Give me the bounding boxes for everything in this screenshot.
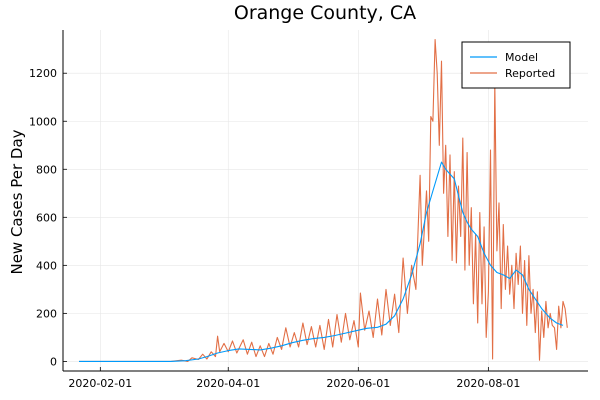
legend-box <box>461 41 571 89</box>
y-tick-label: 1200 <box>29 67 57 80</box>
x-tick-label: 2020-08-01 <box>456 377 520 390</box>
x-tick-label: 2020-06-01 <box>326 377 390 390</box>
x-tick-label: 2020-02-01 <box>68 377 132 390</box>
y-axis-label: New Cases Per Day <box>8 129 26 274</box>
y-tick-label: 1000 <box>29 115 57 128</box>
y-tick-label: 0 <box>50 355 57 368</box>
series-group <box>79 39 568 362</box>
y-tick-label: 200 <box>36 307 57 320</box>
axes <box>62 30 588 372</box>
legend-label-model: Model <box>505 51 538 64</box>
series-line-reported <box>79 39 568 362</box>
x-tick-label: 2020-04-01 <box>196 377 260 390</box>
legend-label-reported: Reported <box>505 67 555 80</box>
y-tick-label: 400 <box>36 259 57 272</box>
legend: Model Reported <box>461 41 571 89</box>
y-tick-label: 800 <box>36 163 57 176</box>
chart-title: Orange County, CA <box>234 2 416 24</box>
y-tick-label: 600 <box>36 211 57 224</box>
tick-labels: 0 200 400 600 800 1000 1200 2020-02-01 2020-04-0… <box>29 67 520 390</box>
series-line-model <box>79 161 564 362</box>
